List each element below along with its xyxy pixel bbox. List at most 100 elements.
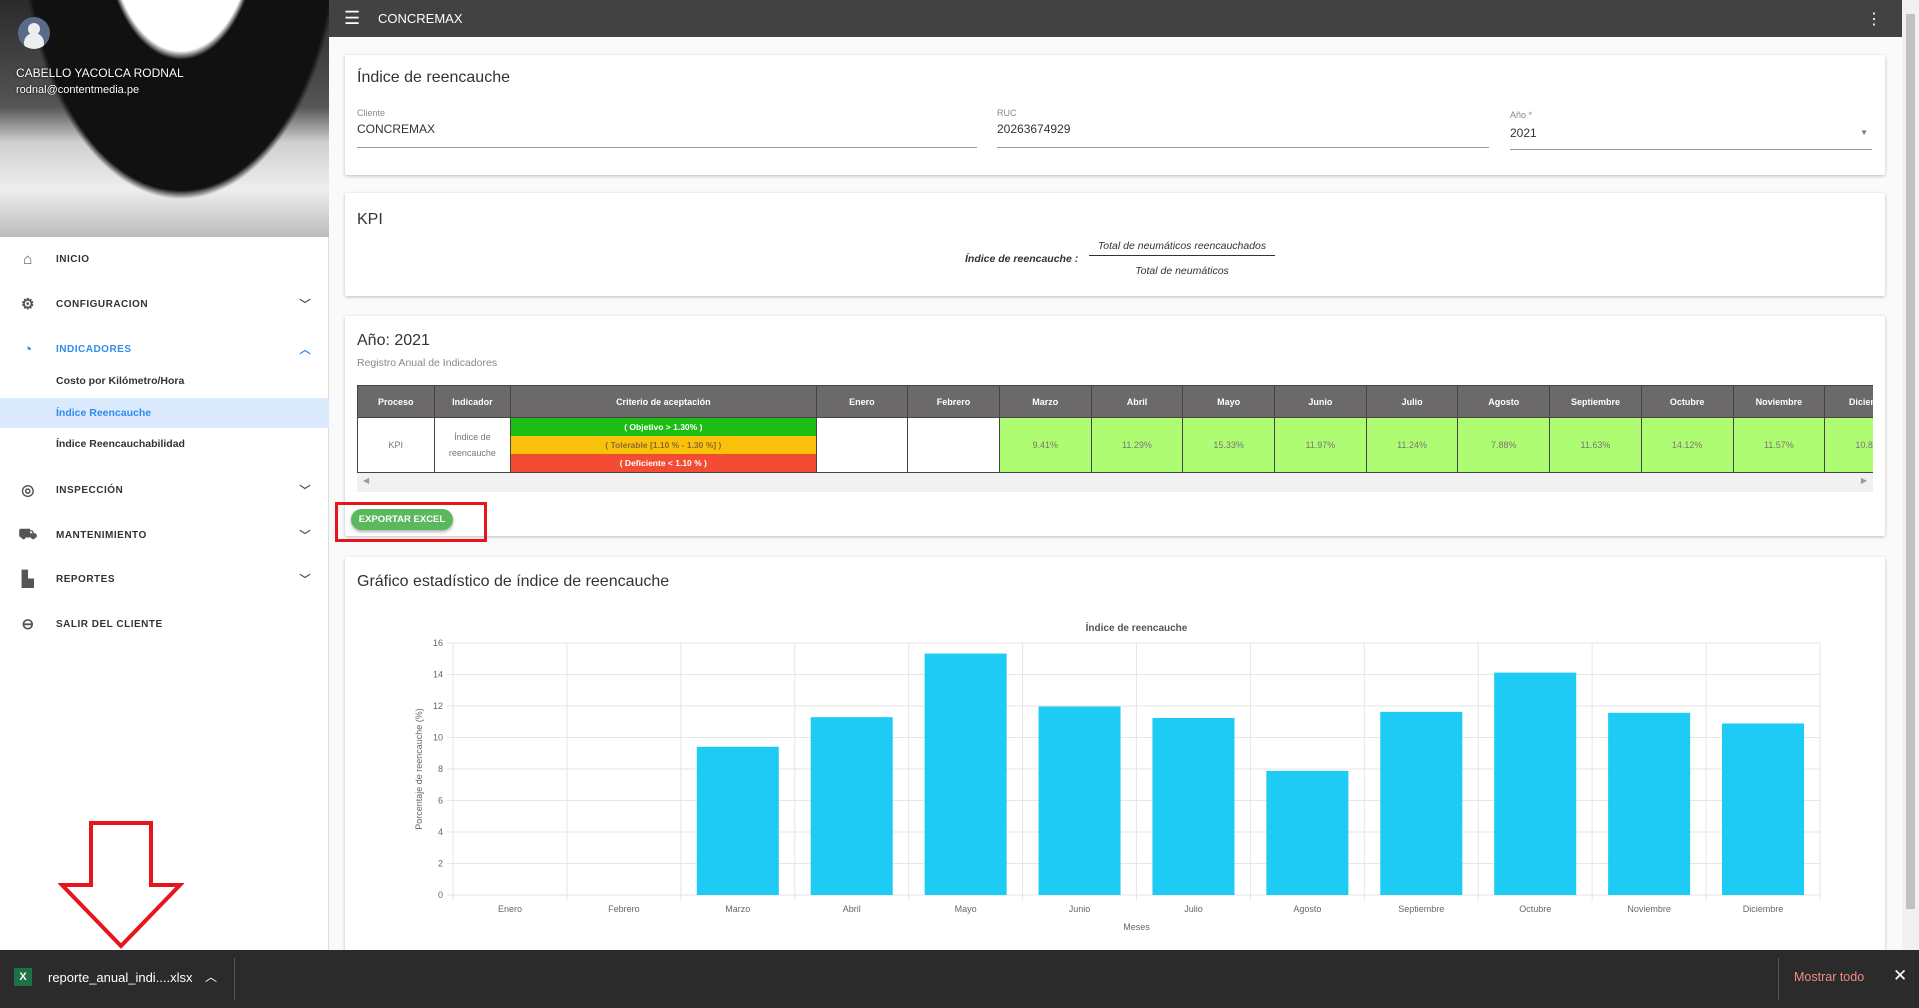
- anio-label: Año *: [1510, 110, 1533, 120]
- red-arrow-annotation: [58, 821, 184, 949]
- excel-file-icon: X: [14, 968, 32, 986]
- sidebar-item-label: INICIO: [56, 253, 90, 265]
- column-header: Indicador: [433, 385, 512, 418]
- table-header-row: Proceso Indicador Criterio de aceptación En…: [357, 385, 1873, 418]
- chevron-down-icon: ﹀: [299, 530, 311, 542]
- chevron-down-icon: ﹀: [299, 299, 311, 311]
- sidebar-item-label: SALIR DEL CLIENTE: [56, 618, 163, 630]
- x-tick-label: Noviembre: [1627, 904, 1671, 914]
- column-header: Septiembre: [1549, 385, 1642, 418]
- column-header: Octubre: [1640, 385, 1734, 418]
- sidebar-subitem-indice-reencauche[interactable]: Índice Reencauche: [0, 398, 329, 428]
- bar-chart-icon: ▙: [21, 571, 35, 588]
- x-axis-label: Meses: [1123, 922, 1150, 932]
- cell-month-value: 11.57%: [1732, 417, 1826, 473]
- page-title: Índice de reencauche: [357, 69, 510, 86]
- x-tick-label: Abril: [843, 904, 861, 914]
- x-tick-label: Enero: [498, 904, 522, 914]
- close-icon[interactable]: ✕: [1893, 966, 1908, 985]
- sidebar-item-indicadores[interactable]: ◔ INDICADORES ︿: [0, 334, 329, 364]
- sidebar-item-label: MANTENIMIENTO: [56, 529, 147, 541]
- column-header: Julio: [1365, 385, 1459, 418]
- column-header: Mayo: [1182, 385, 1276, 418]
- kpi-card: KPI Índice de reencauche : Total de neum…: [345, 193, 1885, 296]
- export-excel-button[interactable]: EXPORTAR EXCEL: [351, 509, 453, 530]
- chart-section-title: Gráfico estadístico de índice de reencau…: [357, 573, 670, 590]
- ruc-label: RUC: [997, 108, 1017, 118]
- cell-month-value: 11.63%: [1549, 417, 1642, 473]
- bar-julio[interactable]: [1152, 717, 1235, 895]
- sidebar-item-inspeccion[interactable]: ◎ INSPECCIÓN ﹀: [0, 475, 329, 505]
- column-header: Marzo: [998, 385, 1092, 418]
- bar-chart: Índice de reencauche 0 2 4 6 8 10 12 14 16 Enero Fe…: [414, 621, 1821, 932]
- sidebar-item-configuracion[interactable]: ⚙ CONFIGURACION ﹀: [0, 289, 329, 319]
- sidebar-item-inicio[interactable]: ⌂ INICIO: [0, 244, 329, 274]
- y-tick-label: 12: [433, 701, 443, 711]
- bar-abril[interactable]: [810, 717, 893, 895]
- divider: [1778, 958, 1779, 1000]
- x-tick-label: Agosto: [1293, 904, 1321, 914]
- exit-icon: ⊖: [21, 616, 35, 633]
- cell-month-value: 7.88%: [1457, 417, 1551, 473]
- x-tick-label: Mayo: [955, 904, 977, 914]
- show-all-button[interactable]: Mostrar todo: [1794, 970, 1865, 984]
- bar-mayo[interactable]: [924, 653, 1007, 895]
- cell-proceso: KPI: [357, 417, 435, 473]
- anio-select[interactable]: Año * 2021 ▼: [1510, 110, 1872, 150]
- column-header: Abril: [1090, 385, 1184, 418]
- home-icon: ⌂: [23, 250, 33, 268]
- bar-octubre[interactable]: [1494, 672, 1577, 895]
- cell-month-value: [815, 417, 909, 473]
- x-tick-label: Marzo: [725, 904, 750, 914]
- app-title: CONCREMAX: [378, 11, 463, 26]
- hamburger-icon[interactable]: ☰: [344, 8, 361, 28]
- scroll-right-icon[interactable]: ▶: [1860, 476, 1867, 485]
- anio-value: 2021: [1510, 126, 1537, 140]
- scroll-left-icon[interactable]: ◀: [363, 476, 370, 485]
- more-vert-icon[interactable]: ⋮: [1866, 10, 1882, 28]
- download-filename[interactable]: reporte_anual_indi....xlsx: [48, 970, 193, 985]
- sidebar-item-reportes[interactable]: ▙ REPORTES ﹀: [0, 564, 329, 594]
- bar-agosto[interactable]: [1266, 770, 1349, 895]
- chevron-up-icon[interactable]: ︿: [205, 970, 218, 984]
- column-header: Proceso: [357, 385, 435, 418]
- y-tick-label: 10: [433, 733, 443, 743]
- gear-icon: ⚙: [21, 296, 35, 313]
- column-header: Diciembre: [1824, 385, 1873, 418]
- sidebar-item-salir[interactable]: ⊖ SALIR DEL CLIENTE: [0, 609, 329, 639]
- ruc-field[interactable]: RUC 20263674929: [997, 108, 1489, 148]
- user-name: CABELLO YACOLCA RODNAL: [16, 66, 184, 80]
- bar-marzo[interactable]: [696, 746, 779, 895]
- highlight-box-annotation: [335, 502, 487, 542]
- y-axis-label: Porcentaje de reencauche (%): [414, 708, 424, 830]
- speedometer-icon: ◔: [23, 340, 33, 358]
- cliente-label: Cliente: [357, 108, 386, 118]
- chevron-down-icon: ﹀: [299, 485, 311, 497]
- bar-junio[interactable]: [1038, 706, 1121, 895]
- scrollbar-thumb[interactable]: [1906, 14, 1915, 909]
- sync-icon: ◎: [21, 482, 35, 499]
- avatar[interactable]: [18, 17, 50, 49]
- sidebar-subitem-reencauchabilidad[interactable]: Índice Reencauchabilidad: [56, 438, 185, 450]
- x-tick-label: Febrero: [608, 904, 640, 914]
- criterio-deficiente: ( Deficiente < 1.10 % ): [511, 454, 816, 472]
- annual-title: Año: 2021: [357, 332, 430, 349]
- chart-title: Índice de reencauche: [1086, 621, 1188, 634]
- sidebar-item-mantenimiento[interactable]: ⛟ MANTENIMIENTO ﹀: [0, 520, 329, 550]
- criterio-tolerable: ( Tolerable [1.10 % - 1.30 %] ): [511, 436, 816, 454]
- bar-noviembre[interactable]: [1608, 712, 1691, 895]
- column-header: Enero: [815, 385, 909, 418]
- sidebar-subitem-costo[interactable]: Costo por Kilómetro/Hora: [56, 375, 185, 387]
- ruc-value: 20263674929: [997, 122, 1071, 136]
- table-horizontal-scrollbar[interactable]: ◀ ▶: [357, 473, 1873, 492]
- formula-numerator: Total de neumáticos reencauchados: [1089, 240, 1275, 256]
- indicators-table-wrapper: Proceso Indicador Criterio de aceptación En…: [357, 385, 1873, 492]
- page-scrollbar[interactable]: [1902, 0, 1919, 950]
- cell-month-value: 14.12%: [1640, 417, 1734, 473]
- criterio-objetivo: ( Objetivo > 1.30% ): [511, 418, 816, 436]
- bar-septiembre[interactable]: [1380, 711, 1463, 895]
- cliente-field[interactable]: Cliente CONCREMAX: [357, 108, 977, 148]
- sidebar-item-label: REPORTES: [56, 573, 116, 585]
- y-tick-label: 14: [433, 670, 443, 680]
- bar-diciembre[interactable]: [1722, 723, 1805, 895]
